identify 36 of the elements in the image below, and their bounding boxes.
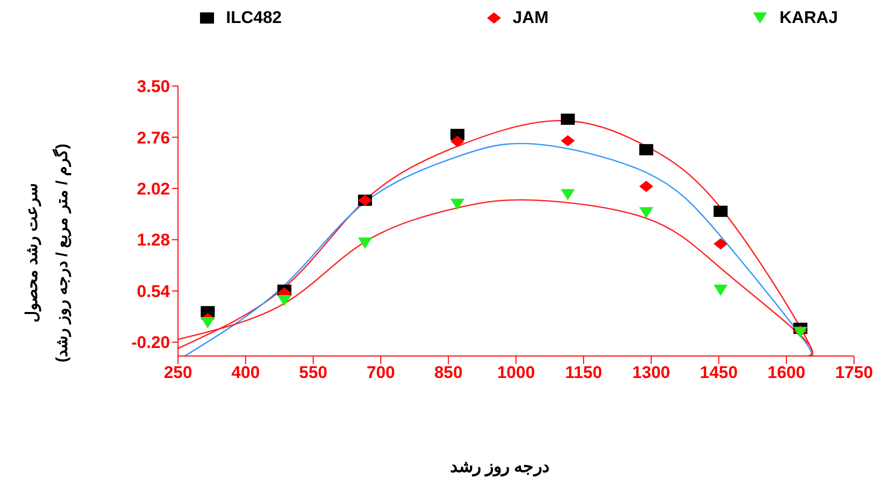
point	[560, 114, 575, 125]
point	[450, 198, 464, 210]
y-tick-label: 1.28	[136, 230, 170, 250]
x-tick-label: 850	[434, 363, 463, 382]
point	[639, 207, 654, 218]
point	[714, 284, 728, 296]
x-tick-label: 250	[164, 363, 192, 382]
point	[560, 135, 575, 146]
point	[639, 180, 654, 192]
x-tick-label: 1000	[497, 363, 535, 382]
y-tick-label: 2.76	[136, 128, 170, 148]
point	[714, 238, 728, 250]
x-tick-label: 1150	[565, 363, 602, 382]
point	[358, 238, 372, 249]
point	[639, 144, 654, 156]
point	[560, 189, 575, 200]
point	[714, 206, 728, 217]
x-axis-title: درجه روز رشد	[448, 456, 552, 477]
x-tick-label: 400	[231, 363, 260, 382]
x-tick-label: 1450	[700, 363, 738, 382]
point	[200, 317, 215, 328]
x-tick-label: 1600	[767, 363, 806, 382]
y-axis-title: سرعت رشد محصول (گرم / متر مربع / درجه روز رشد)	[23, 142, 72, 364]
legend-label: KARAJ	[779, 8, 838, 28]
point	[450, 136, 464, 147]
x-tick-label: 1750	[835, 363, 873, 382]
y-tick-label: 2.02	[136, 179, 170, 198]
y-tick-label: -0.20	[131, 333, 170, 352]
x-tick-label: 700	[366, 363, 395, 382]
legend-label: JAM	[512, 8, 549, 28]
y-tick-label: 0.54	[136, 282, 171, 301]
y-tick-label: 3.50	[136, 77, 170, 96]
point	[277, 295, 292, 306]
legend-label: ILC482	[226, 8, 282, 28]
x-tick-label: 1300	[632, 363, 670, 382]
x-tick-label: 550	[299, 363, 328, 382]
